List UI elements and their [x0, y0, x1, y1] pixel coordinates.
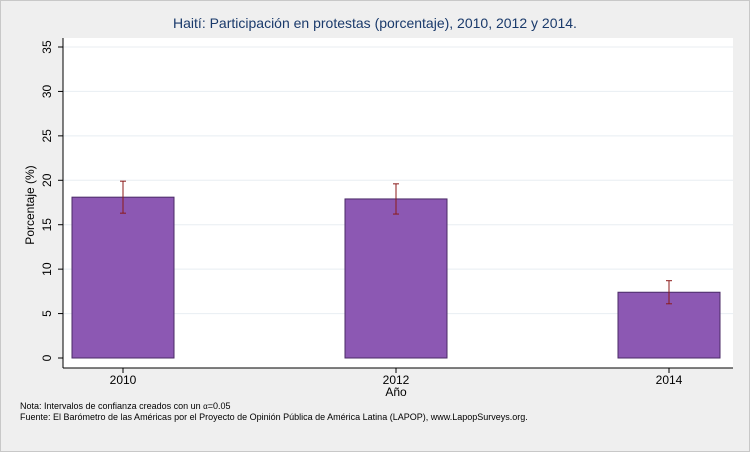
bar-2012 — [344, 198, 448, 359]
y-tick-label: 25 — [40, 129, 54, 143]
x-tick-label: 2012 — [383, 373, 410, 387]
y-axis-label: Porcentaje (%) — [23, 165, 37, 244]
x-tick-label: 2010 — [110, 373, 137, 387]
y-tick-label: 30 — [40, 84, 54, 98]
y-tick-label: 15 — [40, 218, 54, 232]
y-tick-label: 20 — [40, 173, 54, 187]
error-bar-2010 — [120, 180, 126, 214]
error-bar-2012 — [393, 183, 399, 215]
chart-notes: Nota: Intervalos de confianza creados co… — [20, 401, 528, 423]
y-tick-label: 35 — [40, 40, 54, 54]
y-tick-label: 0 — [40, 354, 54, 361]
source-note: Fuente: El Barómetro de las Américas por… — [20, 412, 528, 422]
y-tick-label: 5 — [40, 310, 54, 317]
confidence-note: Nota: Intervalos de confianza creados co… — [20, 401, 231, 411]
error-bars — [120, 180, 672, 305]
alpha-symbol: α — [203, 402, 208, 411]
bars — [71, 196, 721, 359]
x-axis-ticks: 2010 2012 2014 — [110, 368, 683, 387]
y-tick-label: 10 — [40, 262, 54, 276]
error-bar-2014 — [666, 280, 672, 305]
chart-title: Haití: Participación en protestas (porce… — [173, 15, 577, 31]
bar-2010 — [71, 196, 175, 359]
x-axis-label: Año — [385, 385, 407, 399]
x-tick-label: 2014 — [656, 373, 683, 387]
y-axis-ticks: 0 5 10 15 20 25 30 35 — [40, 40, 63, 361]
